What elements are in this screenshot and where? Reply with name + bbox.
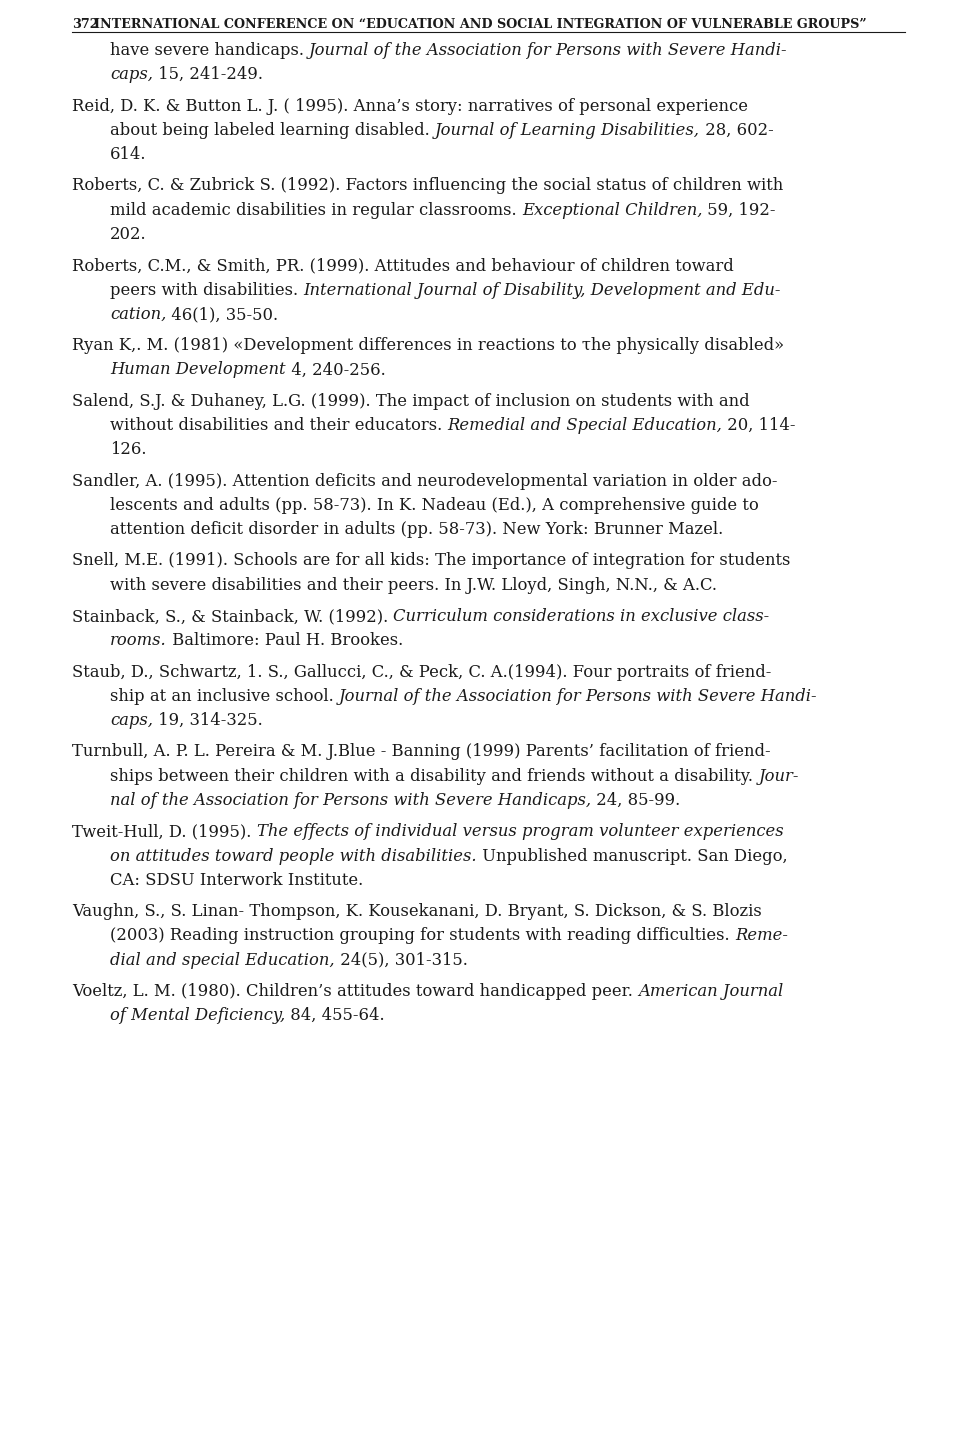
Text: Reme-: Reme- xyxy=(734,928,788,945)
Text: Sandler, A. (1995). Attention deficits and neurodevelopmental variation in older: Sandler, A. (1995). Attention deficits a… xyxy=(72,473,778,489)
Text: 24, 85-99.: 24, 85-99. xyxy=(591,792,681,809)
Text: attention deficit disorder in adults (pp. 58-73). New York: Brunner Mazel.: attention deficit disorder in adults (pp… xyxy=(110,521,723,538)
Text: Salend, S.J. & Duhaney, L.G. (1999). The impact of inclusion on students with an: Salend, S.J. & Duhaney, L.G. (1999). The… xyxy=(72,392,750,410)
Text: 28, 602-: 28, 602- xyxy=(700,122,774,139)
Text: INTERNATIONAL CONFERENCE ON “EDUCATION AND SOCIAL INTEGRATION OF VULNERABLE GROU: INTERNATIONAL CONFERENCE ON “EDUCATION A… xyxy=(94,17,866,30)
Text: 4, 240-256.: 4, 240-256. xyxy=(286,362,385,379)
Text: 24(5), 301-315.: 24(5), 301-315. xyxy=(335,952,468,968)
Text: Voeltz, L. M. (1980). Children’s attitudes toward handicapped peer.: Voeltz, L. M. (1980). Children’s attitud… xyxy=(72,983,638,1000)
Text: caps,: caps, xyxy=(110,712,153,729)
Text: Exceptional Children,: Exceptional Children, xyxy=(522,201,703,218)
Text: Snell, M.E. (1991). Schools are for all kids: The importance of integration for : Snell, M.E. (1991). Schools are for all … xyxy=(72,553,790,570)
Text: Remedial and Special Education,: Remedial and Special Education, xyxy=(447,417,722,434)
Text: Stainback, S., & Stainback, W. (1992).: Stainback, S., & Stainback, W. (1992). xyxy=(72,608,394,625)
Text: on attitudes toward people with disabilities.: on attitudes toward people with disabili… xyxy=(110,848,476,864)
Text: 15, 241-249.: 15, 241-249. xyxy=(153,67,263,84)
Text: 202.: 202. xyxy=(110,226,147,243)
Text: 84, 455-64.: 84, 455-64. xyxy=(285,1007,385,1024)
Text: Unpublished manuscript. San Diego,: Unpublished manuscript. San Diego, xyxy=(476,848,787,864)
Text: ships between their children with a disability and friends without a disability.: ships between their children with a disa… xyxy=(110,768,758,784)
Text: Roberts, C. & Zubrick S. (1992). Factors influencing the social status of childr: Roberts, C. & Zubrick S. (1992). Factors… xyxy=(72,178,783,194)
Text: Reid, D. K. & Button L. J. ( 1995). Anna’s story: narratives of personal experie: Reid, D. K. & Button L. J. ( 1995). Anna… xyxy=(72,97,748,114)
Text: rooms.: rooms. xyxy=(110,632,167,650)
Text: Journal of the Association for Persons with Severe Handi-: Journal of the Association for Persons w… xyxy=(309,42,788,59)
Text: caps,: caps, xyxy=(110,67,153,84)
Text: Jour-: Jour- xyxy=(758,768,799,784)
Text: Turnbull, A. P. L. Pereira & M. J.Blue - Banning (1999) Parents’ facilitation of: Turnbull, A. P. L. Pereira & M. J.Blue -… xyxy=(72,744,771,760)
Text: Vaughn, S., S. Linan- Thompson, K. Kousekanani, D. Bryant, S. Dickson, & S. Bloz: Vaughn, S., S. Linan- Thompson, K. Kouse… xyxy=(72,903,761,920)
Text: (2003) Reading instruction grouping for students with reading difficulties.: (2003) Reading instruction grouping for … xyxy=(110,928,734,945)
Text: CA: SDSU Interwork Institute.: CA: SDSU Interwork Institute. xyxy=(110,873,363,888)
Text: have severe handicaps.: have severe handicaps. xyxy=(110,42,309,59)
Text: nal of the Association for Persons with Severe Handicaps,: nal of the Association for Persons with … xyxy=(110,792,591,809)
Text: Staub, D., Schwartz, 1. S., Gallucci, C., & Peck, C. A.(1994). Four portraits of: Staub, D., Schwartz, 1. S., Gallucci, C.… xyxy=(72,664,772,680)
Text: with severe disabilities and their peers. In J.W. Lloyd, Singh, N.N., & A.C.: with severe disabilities and their peers… xyxy=(110,577,717,593)
Text: International Journal of Disability, Development and Edu-: International Journal of Disability, Dev… xyxy=(303,282,780,298)
Text: 20, 114-: 20, 114- xyxy=(722,417,796,434)
Text: American Journal: American Journal xyxy=(638,983,783,1000)
Text: of Mental Deficiency,: of Mental Deficiency, xyxy=(110,1007,285,1024)
Text: without disabilities and their educators.: without disabilities and their educators… xyxy=(110,417,447,434)
Text: Curriculum considerations in exclusive class-: Curriculum considerations in exclusive c… xyxy=(394,608,770,625)
Text: Ryan K,. M. (1981) «Development differences in reactions to τhe physically disab: Ryan K,. M. (1981) «Development differen… xyxy=(72,337,784,355)
Text: cation,: cation, xyxy=(110,305,166,323)
Text: lescents and adults (pp. 58-73). In K. Nadeau (Ed.), A comprehensive guide to: lescents and adults (pp. 58-73). In K. N… xyxy=(110,496,758,514)
Text: about being labeled learning disabled.: about being labeled learning disabled. xyxy=(110,122,435,139)
Text: 19, 314-325.: 19, 314-325. xyxy=(153,712,263,729)
Text: Roberts, C.M., & Smith, PR. (1999). Attitudes and behaviour of children toward: Roberts, C.M., & Smith, PR. (1999). Atti… xyxy=(72,258,733,275)
Text: Human Development: Human Development xyxy=(110,362,286,379)
Text: 372: 372 xyxy=(72,17,99,30)
Text: Baltimore: Paul H. Brookes.: Baltimore: Paul H. Brookes. xyxy=(167,632,403,650)
Text: Journal of the Association for Persons with Severe Handi-: Journal of the Association for Persons w… xyxy=(339,687,818,705)
Text: peers with disabilities.: peers with disabilities. xyxy=(110,282,303,298)
Text: mild academic disabilities in regular classrooms.: mild academic disabilities in regular cl… xyxy=(110,201,522,218)
Text: ship at an inclusive school.: ship at an inclusive school. xyxy=(110,687,339,705)
Text: dial and special Education,: dial and special Education, xyxy=(110,952,335,968)
Text: 126.: 126. xyxy=(110,441,147,459)
Text: 59, 192-: 59, 192- xyxy=(703,201,776,218)
Text: 46(1), 35-50.: 46(1), 35-50. xyxy=(166,305,278,323)
Text: Journal of Learning Disabilities,: Journal of Learning Disabilities, xyxy=(435,122,700,139)
Text: The effects of individual versus program volunteer experiences: The effects of individual versus program… xyxy=(256,823,783,841)
Text: 614.: 614. xyxy=(110,146,147,164)
Text: Tweit-Hull, D. (1995).: Tweit-Hull, D. (1995). xyxy=(72,823,256,841)
